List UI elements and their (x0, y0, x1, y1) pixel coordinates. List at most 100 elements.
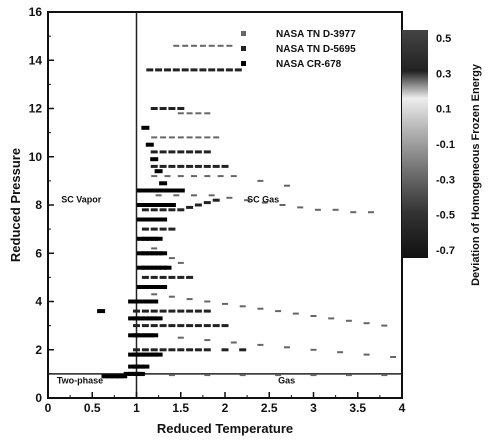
data-point (145, 333, 154, 338)
data-point (177, 309, 185, 313)
data-point (168, 309, 176, 313)
data-point (257, 343, 264, 346)
data-point (275, 310, 282, 313)
data-point (136, 364, 145, 369)
data-point (194, 150, 202, 154)
data-point (150, 299, 159, 304)
data-point (136, 299, 145, 304)
data-point (213, 136, 220, 139)
data-point (141, 265, 150, 270)
data-point (168, 348, 176, 352)
data-point (177, 208, 185, 212)
data-point (381, 374, 388, 377)
data-point (345, 319, 352, 322)
data-point (136, 203, 145, 207)
data-point (159, 227, 167, 231)
data-point (208, 68, 216, 72)
data-point (146, 68, 154, 72)
data-point (132, 316, 141, 321)
data-point (150, 352, 159, 357)
data-point (141, 352, 150, 357)
data-point (297, 206, 304, 209)
data-point (150, 236, 159, 241)
data-point (136, 236, 145, 241)
data-point (133, 324, 140, 328)
data-point (177, 107, 185, 110)
data-point (208, 44, 215, 47)
data-point (217, 44, 224, 47)
colorbar-tick-label: -0.7 (436, 245, 455, 257)
data-point (141, 188, 150, 193)
data-point (151, 175, 158, 178)
data-point (159, 275, 167, 279)
colorbar-tick-label: -0.5 (436, 210, 455, 222)
data-point (275, 374, 282, 377)
x-axis-label: Reduced Temperature (157, 421, 293, 436)
data-point (292, 312, 299, 315)
data-point (212, 198, 220, 202)
data-point (150, 217, 159, 222)
data-point (168, 150, 176, 154)
data-point (150, 265, 159, 270)
data-point (284, 346, 290, 349)
data-point (177, 336, 184, 339)
data-point (141, 364, 150, 369)
colorbar-label: Deviation of Homogeneous Frozen Energy (470, 63, 482, 286)
data-point (136, 316, 145, 321)
data-point (279, 204, 286, 206)
data-point (141, 309, 149, 313)
data-point (177, 261, 184, 264)
data-point (172, 68, 180, 72)
data-point (163, 203, 172, 207)
data-point (150, 251, 159, 256)
annotation-label: Two-phase (57, 376, 103, 386)
data-point (154, 188, 163, 193)
data-point (151, 247, 158, 250)
data-point (145, 236, 154, 241)
data-point (239, 348, 247, 352)
data-point (332, 208, 339, 211)
data-point (310, 374, 317, 377)
data-point (221, 164, 229, 168)
data-point (186, 324, 194, 328)
data-point (226, 44, 233, 47)
data-point (217, 175, 224, 178)
data-point (239, 305, 246, 308)
data-point (182, 44, 189, 47)
data-point (114, 374, 123, 379)
y-tick-label: 0 (35, 391, 42, 405)
data-point (172, 188, 181, 193)
data-point (154, 251, 163, 256)
data-point (194, 164, 202, 168)
data-point (390, 356, 397, 358)
data-point (105, 374, 114, 379)
data-point (310, 315, 317, 317)
data-point (145, 299, 154, 304)
data-point (204, 136, 211, 139)
data-point (226, 196, 233, 199)
data-point (310, 348, 317, 351)
data-point (203, 324, 211, 328)
axes: 0 0.5 1 1.5 2 2.5 3 3.5 4 0 2 4 6 8 10 12 14 16 Reduced Te… (8, 5, 406, 436)
data-point (154, 316, 163, 321)
data-point (186, 205, 194, 209)
data-point (141, 316, 150, 321)
colorbar: 0.5 0.3 0.1 -0.1 -0.3 -0.5 -0.7 Deviation of Ho… (402, 30, 482, 286)
data-point (132, 364, 141, 369)
x-tick-label: 3 (310, 401, 317, 415)
colorbar-tick-label: 0.1 (436, 104, 451, 116)
data-point (168, 136, 175, 139)
data-point (345, 374, 352, 377)
data-point (150, 188, 159, 193)
data-point (141, 299, 150, 304)
data-points (97, 44, 397, 379)
x-tick-label: 4 (399, 401, 406, 415)
data-point (159, 285, 168, 289)
annotation-label: SC Vapor (61, 195, 102, 205)
x-tick-label: 2.5 (261, 401, 278, 415)
data-point (203, 309, 211, 313)
data-point (151, 293, 158, 296)
data-point (154, 236, 163, 241)
data-point (141, 324, 149, 328)
data-point (136, 265, 145, 270)
